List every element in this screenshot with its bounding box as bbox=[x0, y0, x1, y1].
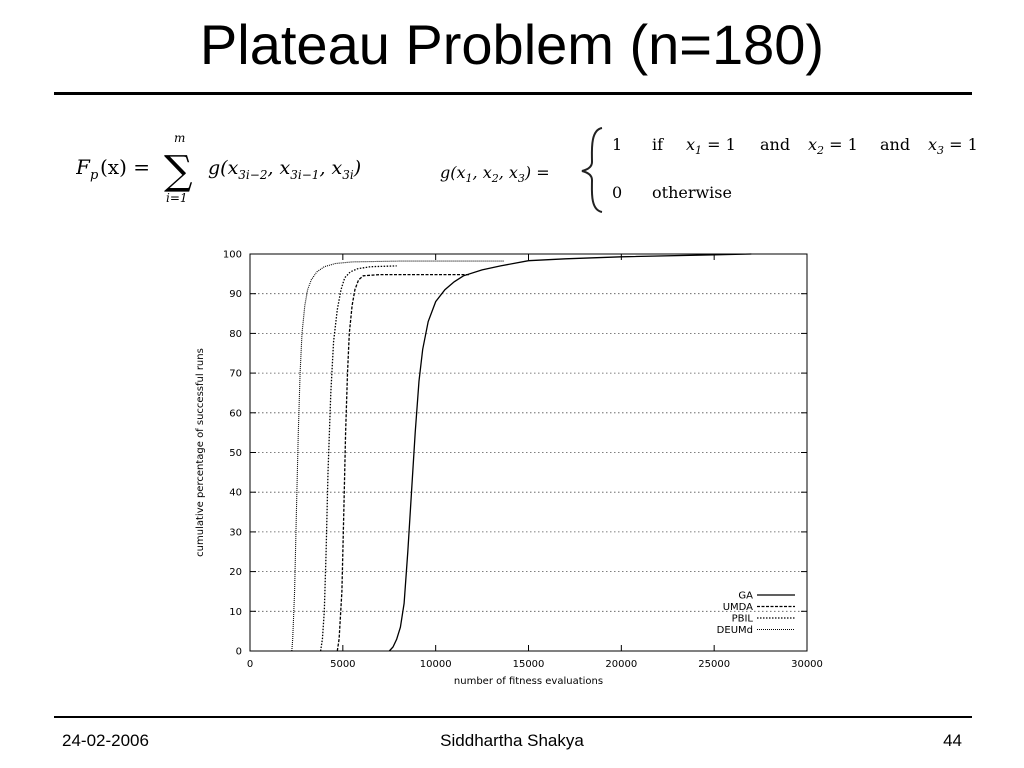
y-tick-label-50: 50 bbox=[229, 448, 242, 459]
case1-cond-c: x3 = 1 bbox=[928, 135, 978, 157]
fp-argument: (x) = bbox=[100, 155, 150, 179]
case2-value: 0 bbox=[612, 183, 622, 202]
y-tick-label-30: 30 bbox=[229, 527, 242, 538]
case1-and-1: and bbox=[760, 135, 790, 154]
left-brace-icon bbox=[581, 127, 603, 213]
y-tick-label-80: 80 bbox=[229, 329, 242, 340]
sum-upper-limit: m bbox=[174, 131, 185, 145]
x-tick-label-10000: 10000 bbox=[420, 659, 452, 670]
legend-label-ga: GA bbox=[738, 591, 753, 602]
legend-label-umda: UMDA bbox=[723, 602, 753, 613]
y-tick-label-10: 10 bbox=[229, 607, 242, 618]
series-layer bbox=[291, 253, 752, 652]
g-definition-formula: g(x1, x2, x3) = 1 if x1 = 1 and x2 = 1 a… bbox=[440, 127, 978, 213]
legend-label-deumd: DEUMd bbox=[717, 625, 753, 636]
g-sep-2: , x bbox=[499, 163, 518, 182]
x-tick-label-20000: 20000 bbox=[605, 659, 637, 670]
fp-subscript: p bbox=[90, 168, 99, 183]
axis-layer: 0 10 20 30 40 50 60 70 80 90 100 0 5000 10000 15000 200… bbox=[223, 250, 823, 671]
series-line-umda bbox=[336, 273, 470, 652]
y-tick-label-60: 60 bbox=[229, 408, 242, 419]
fitness-formula: F p (x) = m ∑ i=1 g(x3i−2, x3i−1, x3i) bbox=[76, 131, 361, 205]
x-tick-label-0: 0 bbox=[247, 659, 253, 670]
fp-symbol: F bbox=[76, 155, 91, 179]
footer-date: 24-02-2006 bbox=[62, 731, 149, 750]
grid-layer bbox=[250, 293, 807, 612]
sum-lower-limit: i=1 bbox=[166, 191, 188, 205]
sum-sep-2: , x bbox=[319, 157, 342, 179]
y-tick-label-70: 70 bbox=[229, 369, 242, 380]
y-tick-label-90: 90 bbox=[229, 289, 242, 300]
g-sub-1: 1 bbox=[466, 172, 473, 185]
series-line-deumd bbox=[291, 260, 505, 652]
x-tick-label-5000: 5000 bbox=[330, 659, 355, 670]
g-sub-2: 2 bbox=[491, 172, 499, 185]
g-close: ) = bbox=[524, 163, 550, 182]
slide-title: Plateau Problem (n=180) bbox=[199, 13, 825, 76]
sum-body: g(x3i−2, x3i−1, x3i) bbox=[208, 157, 361, 182]
footer-author: Siddhartha Shakya bbox=[440, 731, 584, 750]
y-tick-label-100: 100 bbox=[223, 250, 242, 261]
y-tick-label-0: 0 bbox=[236, 647, 242, 658]
cumulative-success-chart: 0 10 20 30 40 50 60 70 80 90 100 0 5000 10000 15000 200… bbox=[195, 250, 823, 688]
case1-cond-a: x1 = 1 bbox=[686, 135, 736, 157]
summation-icon: ∑ bbox=[164, 148, 193, 194]
y-tick-label-40: 40 bbox=[229, 488, 242, 499]
sum-sub-3: 3i bbox=[342, 168, 354, 182]
case2-text: otherwise bbox=[652, 183, 732, 202]
sum-body-g: g(x bbox=[208, 157, 239, 179]
legend-label-pbil: PBIL bbox=[732, 614, 754, 625]
g-sub-3: 3 bbox=[518, 172, 525, 185]
g-lhs: g(x1, x2, x3) = bbox=[440, 163, 550, 185]
case1-value: 1 bbox=[612, 135, 622, 154]
g-sep-1: , x bbox=[473, 163, 492, 182]
case1-cond-b: x2 = 1 bbox=[808, 135, 858, 157]
case1-and-2: and bbox=[880, 135, 910, 154]
y-axis-label: cumulative percentage of successful runs bbox=[195, 348, 206, 557]
x-tick-label-15000: 15000 bbox=[513, 659, 545, 670]
footer-rule bbox=[54, 716, 972, 718]
sum-sub-1: 3i−2 bbox=[238, 168, 267, 182]
x-axis-label: number of fitness evaluations bbox=[454, 676, 603, 687]
sum-close: ) bbox=[353, 157, 361, 179]
sum-sub-2: 3i−1 bbox=[290, 168, 319, 182]
series-line-pbil bbox=[319, 265, 397, 652]
y-tick-label-20: 20 bbox=[229, 567, 242, 578]
x-tick-label-25000: 25000 bbox=[698, 659, 730, 670]
series-line-ga bbox=[388, 253, 752, 652]
case1-if: if bbox=[652, 135, 664, 154]
title-underline bbox=[54, 92, 972, 95]
x-tick-label-30000: 30000 bbox=[791, 659, 823, 670]
g-lhs-g: g(x bbox=[440, 163, 466, 182]
sum-sep-1: , x bbox=[267, 157, 290, 179]
footer-page-number: 44 bbox=[943, 731, 962, 750]
